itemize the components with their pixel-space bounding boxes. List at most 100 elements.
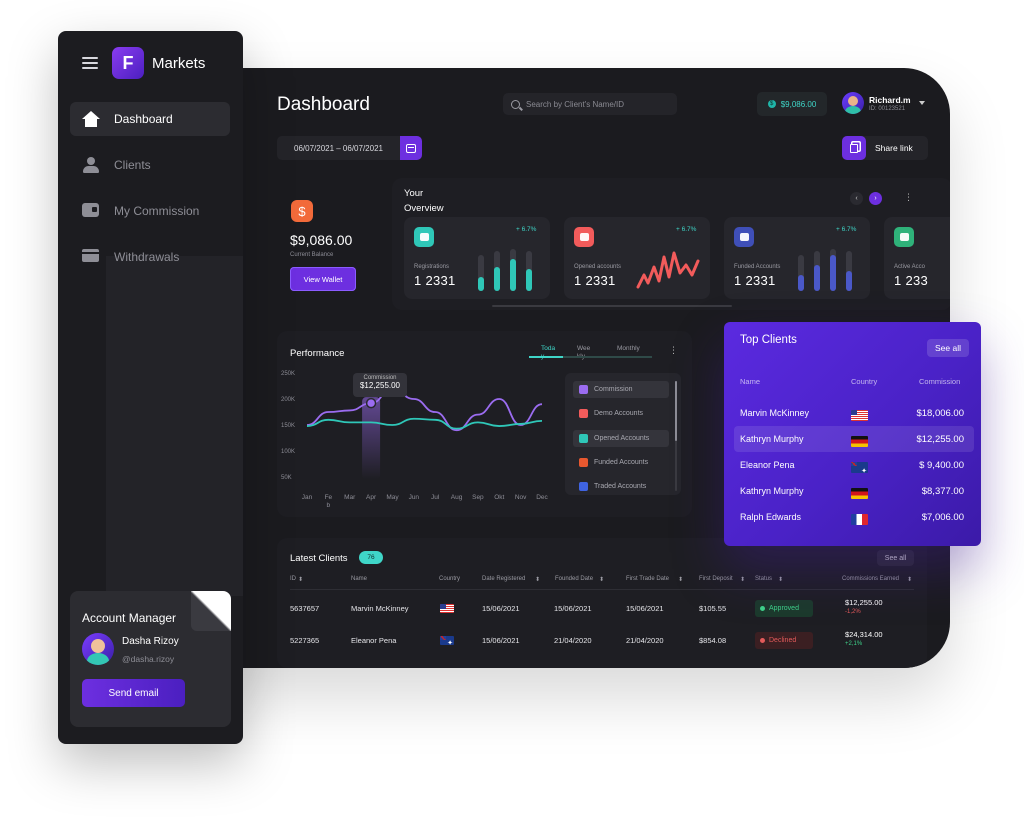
- cell-date-registered: 15/06/2021: [482, 604, 520, 613]
- hamburger-icon[interactable]: [82, 57, 98, 69]
- wallet-icon: [82, 203, 100, 219]
- legend-swatch: [579, 434, 588, 443]
- client-commission: $7,006.00: [921, 512, 964, 523]
- see-all-button[interactable]: See all: [877, 550, 914, 566]
- users-icon: [574, 227, 594, 247]
- y-tick-label: 100K: [281, 449, 295, 455]
- calendar-button[interactable]: [400, 136, 422, 160]
- sidebar-item-my-commission[interactable]: My Commission: [70, 194, 230, 228]
- table-row[interactable]: 5637657 Marvin McKinney 15/06/2021 15/06…: [290, 598, 914, 624]
- de-flag-icon: [851, 434, 868, 452]
- tab-today[interactable]: Toda y: [541, 345, 556, 360]
- x-tick-label: Nov: [515, 494, 527, 501]
- stat-card-registrations[interactable]: + 6.7% Registrations 1 2331: [404, 217, 550, 299]
- earned-value: $12,255.00: [845, 598, 883, 607]
- sidebar-item-label: Withdrawals: [114, 250, 180, 264]
- sidebar-item-withdrawals[interactable]: Withdrawals: [70, 240, 230, 274]
- tab-monthly[interactable]: Monthly: [617, 345, 640, 352]
- list-item[interactable]: Marvin McKinney $18,006.00: [734, 400, 974, 426]
- legend-item-opened-accounts[interactable]: Opened Accounts: [573, 430, 669, 447]
- status-label: Declined: [769, 637, 797, 644]
- sidebar: F Markets Dashboard Clients My Commissio…: [58, 31, 243, 744]
- balance-pill[interactable]: $ $9,086.00: [757, 92, 827, 116]
- list-item[interactable]: Eleanor Pena $ 9,400.00: [734, 452, 974, 478]
- earned-change: -1,2%: [845, 609, 861, 615]
- status-badge: Declined: [755, 632, 813, 649]
- sort-icon[interactable]: ⬍: [740, 577, 746, 583]
- list-item[interactable]: Kathryn Murphy $12,255.00: [734, 426, 974, 452]
- user-menu[interactable]: Richard.m ID: 00123521: [842, 92, 925, 114]
- highlight-point[interactable]: [365, 397, 377, 409]
- top-clients-title: Top Clients: [740, 334, 797, 346]
- send-email-button[interactable]: Send email: [82, 679, 185, 707]
- list-item[interactable]: Ralph Edwards $7,006.00: [734, 504, 974, 530]
- column-header[interactable]: Status: [755, 576, 773, 582]
- fr-flag-icon: [851, 512, 868, 530]
- view-wallet-button[interactable]: View Wallet: [290, 267, 356, 291]
- x-tick-label: Apr: [366, 494, 377, 501]
- latest-clients-title: Latest Clients: [290, 553, 348, 564]
- legend-swatch: [579, 409, 588, 418]
- performance-section: Performance Toda y Wee kly Monthly ⋮ 250…: [277, 331, 692, 517]
- earned-value: $24,314.00: [845, 630, 883, 639]
- cell-name: Eleanor Pena: [351, 636, 397, 645]
- column-header[interactable]: First Deposit: [699, 576, 733, 582]
- search-input[interactable]: [526, 99, 666, 109]
- balance-card: $ $9,086.00 Current Balance View Wallet: [277, 178, 387, 308]
- overview-section: Your Overview ‹ › ⋮ + 6.7% Registrations…: [392, 178, 950, 310]
- performance-chart: 250K 200K 150K 100K 50K Jan Fe b Mar Apr May Jun Jul…: [281, 371, 549, 509]
- column-header[interactable]: Founded Date: [555, 576, 594, 582]
- stat-change: + 6.7%: [676, 226, 697, 233]
- sort-icon[interactable]: ⬍: [678, 577, 684, 583]
- column-header[interactable]: First Trade Date: [626, 576, 670, 582]
- prev-icon[interactable]: ‹: [850, 192, 863, 205]
- more-icon[interactable]: ⋮: [904, 192, 913, 202]
- share-link-button[interactable]: Share link: [842, 136, 928, 160]
- account-manager-title: Account Manager: [82, 611, 177, 625]
- chevron-down-icon[interactable]: [918, 101, 925, 105]
- client-name: Eleanor Pena: [740, 460, 795, 470]
- sort-icon[interactable]: ⬍: [298, 577, 304, 583]
- sidebar-item-label: Dashboard: [114, 112, 173, 126]
- sort-icon[interactable]: ⬍: [535, 577, 541, 583]
- more-icon[interactable]: ⋮: [669, 345, 678, 355]
- legend-item-demo-accounts[interactable]: Demo Accounts: [573, 405, 669, 422]
- sort-icon[interactable]: ⬍: [907, 577, 913, 583]
- legend-label: Opened Accounts: [594, 435, 650, 442]
- next-icon[interactable]: ›: [869, 192, 882, 205]
- stat-card-active-accounts[interactable]: Active Acco 1 233: [884, 217, 950, 299]
- search-box[interactable]: [503, 93, 677, 115]
- stat-card-funded-accounts[interactable]: + 6.7% Funded Accounts 1 2331: [724, 217, 870, 299]
- column-header[interactable]: ID: [290, 576, 296, 582]
- overview-scrollbar[interactable]: [492, 305, 732, 307]
- stat-card-opened-accounts[interactable]: + 6.7% Opened accounts 1 2331: [564, 217, 710, 299]
- tab-weekly[interactable]: Wee kly: [577, 345, 591, 360]
- current-balance: $9,086.00: [290, 232, 353, 248]
- client-commission: $18,006.00: [916, 408, 964, 419]
- table-row[interactable]: 5227365 Eleanor Pena 15/06/2021 21/04/20…: [290, 630, 914, 656]
- copy-icon: [842, 136, 866, 160]
- sidebar-item-clients[interactable]: Clients: [70, 148, 230, 182]
- performance-tabs: Toda y Wee kly Monthly: [529, 345, 652, 361]
- sidebar-item-label: My Commission: [114, 204, 200, 218]
- legend-item-traded-accounts[interactable]: Traded Accounts: [573, 478, 669, 495]
- column-header: Name: [740, 377, 761, 386]
- sidebar-item-dashboard[interactable]: Dashboard: [70, 102, 230, 136]
- legend-item-commission[interactable]: Commission: [573, 381, 669, 398]
- date-range-input[interactable]: 06/07/2021 – 06/07/2021: [277, 136, 400, 160]
- list-item[interactable]: Kathryn Murphy $8,377.00: [734, 478, 974, 504]
- column-header[interactable]: Date Registered: [482, 576, 526, 582]
- see-all-button[interactable]: See all: [927, 339, 969, 357]
- sort-icon[interactable]: ⬍: [778, 577, 784, 583]
- cell-founded-date: 21/04/2020: [554, 636, 592, 645]
- legend-scrollbar[interactable]: [675, 381, 677, 491]
- search-icon: [511, 99, 520, 109]
- y-tick-label: 150K: [281, 423, 295, 429]
- column-header[interactable]: Commissions Earned: [842, 576, 900, 582]
- sort-icon[interactable]: ⬍: [599, 577, 605, 583]
- user-name: Richard.m: [869, 94, 911, 105]
- x-tick-label: May: [386, 494, 399, 501]
- legend-item-funded-accounts[interactable]: Funded Accounts: [573, 454, 669, 471]
- stat-change: + 6.7%: [516, 226, 537, 233]
- legend-label: Commission: [594, 386, 633, 393]
